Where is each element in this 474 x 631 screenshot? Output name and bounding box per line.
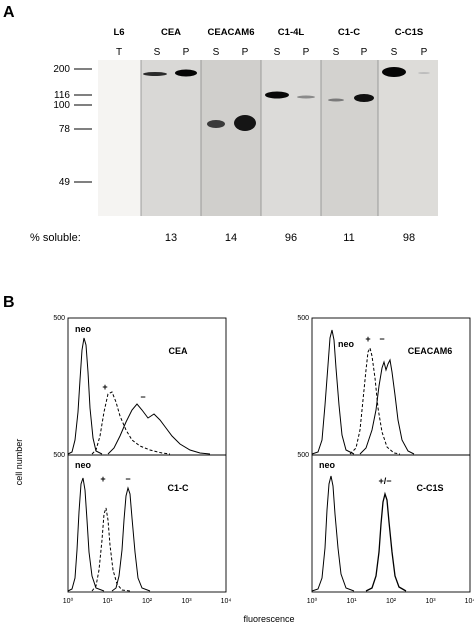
- curve-minus: [359, 358, 415, 455]
- curve-neo: [311, 329, 355, 455]
- lane-sub-c1-c-p: P: [361, 47, 368, 58]
- panel-a-label: A: [3, 4, 15, 21]
- x-tick: 10²: [142, 598, 153, 605]
- curve-neo: [311, 475, 355, 592]
- lane-sub-ceacam6-s: S: [213, 47, 220, 58]
- blot-strip-l6: [98, 60, 141, 216]
- curve-neo: [67, 337, 103, 455]
- lane-sub-c1-4l-s: S: [274, 47, 281, 58]
- y-axis-label: cell number: [14, 439, 24, 486]
- x-tick: 10⁴: [221, 598, 232, 605]
- histogram-c1-c: neo + − C1-C: [67, 460, 189, 592]
- histogram-ceacam6: neo + − CEACAM6: [311, 329, 453, 455]
- soluble-value-c-c1s: 98: [403, 232, 415, 244]
- lane-sub-c-c1s-p: P: [421, 47, 428, 58]
- label-plus: +: [365, 334, 370, 344]
- band-cea-s: [143, 72, 167, 76]
- x-ticks-left: 10⁰ 10¹ 10² 10³ 10⁴: [63, 597, 232, 605]
- x-tick: 10⁴: [465, 598, 474, 605]
- histogram-c-c1s: neo +/− C-C1S: [311, 460, 444, 592]
- curve-plus: [349, 346, 401, 455]
- label-plus-minus: +/−: [378, 476, 391, 486]
- x-tick: 10⁰: [307, 597, 318, 605]
- mw-label-116: 116: [54, 90, 70, 101]
- soluble-value-cea: 13: [165, 232, 177, 244]
- band-ceacam6-p: [234, 115, 256, 131]
- curve-plus: [91, 391, 171, 455]
- x-tick: 10¹: [102, 598, 113, 605]
- label-neo: neo: [319, 460, 336, 470]
- lane-sub-ceacam6-p: P: [242, 47, 249, 58]
- lane-title-cea: CEA: [161, 27, 181, 38]
- y-tick-mid-right: 500: [297, 452, 309, 459]
- histogram-title-ceacam6: CEACAM6: [408, 346, 453, 356]
- band-cea-p: [175, 69, 197, 77]
- histogram-title-c1-c: C1-C: [167, 483, 189, 493]
- label-plus: +: [102, 382, 107, 392]
- band-ceacam6-s: [207, 120, 225, 128]
- label-neo: neo: [338, 339, 355, 349]
- band-c1-c-s: [328, 98, 344, 102]
- histogram-title-cea: CEA: [168, 346, 188, 356]
- x-tick: 10³: [181, 598, 192, 605]
- curve-neo: [67, 477, 105, 592]
- panel-b-label: B: [3, 294, 15, 311]
- lane-title-ceacam6: CEACAM6: [208, 27, 255, 38]
- mw-label-78: 78: [59, 124, 71, 135]
- curve-plus-minus: [365, 491, 407, 592]
- histogram-cea: neo + − CEA: [67, 324, 211, 455]
- band-c-c1s-p: [418, 72, 430, 74]
- band-c1-c-p: [354, 94, 374, 102]
- label-minus: −: [140, 392, 145, 402]
- soluble-value-c1-c: 11: [343, 232, 354, 244]
- curve-minus: [111, 486, 151, 592]
- lane-title-c-c1s: C-C1S: [395, 27, 424, 38]
- label-minus: −: [125, 474, 130, 484]
- blot-strip-c1-4l: [261, 60, 321, 216]
- histogram-frame-left: [67, 317, 227, 593]
- y-tick-top-left: 500: [53, 315, 65, 322]
- label-neo: neo: [75, 460, 92, 470]
- lane-title-l6: L6: [113, 27, 124, 38]
- lane-title-c1-4l: C1-4L: [278, 27, 305, 38]
- mw-label-200: 200: [53, 64, 70, 75]
- label-plus: +: [100, 474, 105, 484]
- x-tick: 10²: [386, 598, 397, 605]
- soluble-value-ceacam6: 14: [225, 232, 237, 244]
- lane-sub-c-c1s-s: S: [391, 47, 398, 58]
- lane-sub-l6-t: T: [116, 47, 122, 58]
- curve-plus: [91, 507, 131, 592]
- mw-label-49: 49: [59, 177, 71, 188]
- soluble-label: % soluble:: [30, 232, 81, 244]
- x-tick: 10⁰: [63, 597, 74, 605]
- x-tick: 10³: [425, 598, 436, 605]
- band-c1-4l-s: [265, 91, 289, 99]
- label-neo: neo: [75, 324, 92, 334]
- x-axis-label: fluorescence: [243, 614, 294, 624]
- western-blot: [98, 60, 438, 216]
- mw-label-100: 100: [53, 100, 70, 111]
- lane-title-c1-c: C1-C: [338, 27, 360, 38]
- x-tick: 10¹: [346, 598, 357, 605]
- lane-sub-cea-p: P: [183, 47, 190, 58]
- y-tick-mid-left: 500: [53, 452, 65, 459]
- blot-strip-cea: [141, 60, 201, 216]
- histogram-frame-right: [311, 317, 471, 593]
- mw-ladder: 200 116 100 78 49: [53, 64, 92, 188]
- lane-sub-c1-c-s: S: [333, 47, 340, 58]
- label-minus: −: [379, 334, 384, 344]
- band-c-c1s-s: [382, 67, 406, 77]
- lane-sub-cea-s: S: [154, 47, 161, 58]
- x-ticks-right: 10⁰ 10¹ 10² 10³ 10⁴: [307, 597, 474, 605]
- histogram-title-c-c1s: C-C1S: [416, 483, 443, 493]
- curve-minus: [107, 403, 211, 455]
- soluble-value-c1-4l: 96: [285, 232, 297, 244]
- lane-sub-c1-4l-p: P: [303, 47, 310, 58]
- y-tick-top-right: 500: [297, 315, 309, 322]
- blot-strip-c-c1s: [378, 60, 438, 216]
- blot-strip-ceacam6: [201, 60, 261, 216]
- blot-strip-c1-c: [321, 60, 378, 216]
- band-c1-4l-p: [297, 95, 315, 99]
